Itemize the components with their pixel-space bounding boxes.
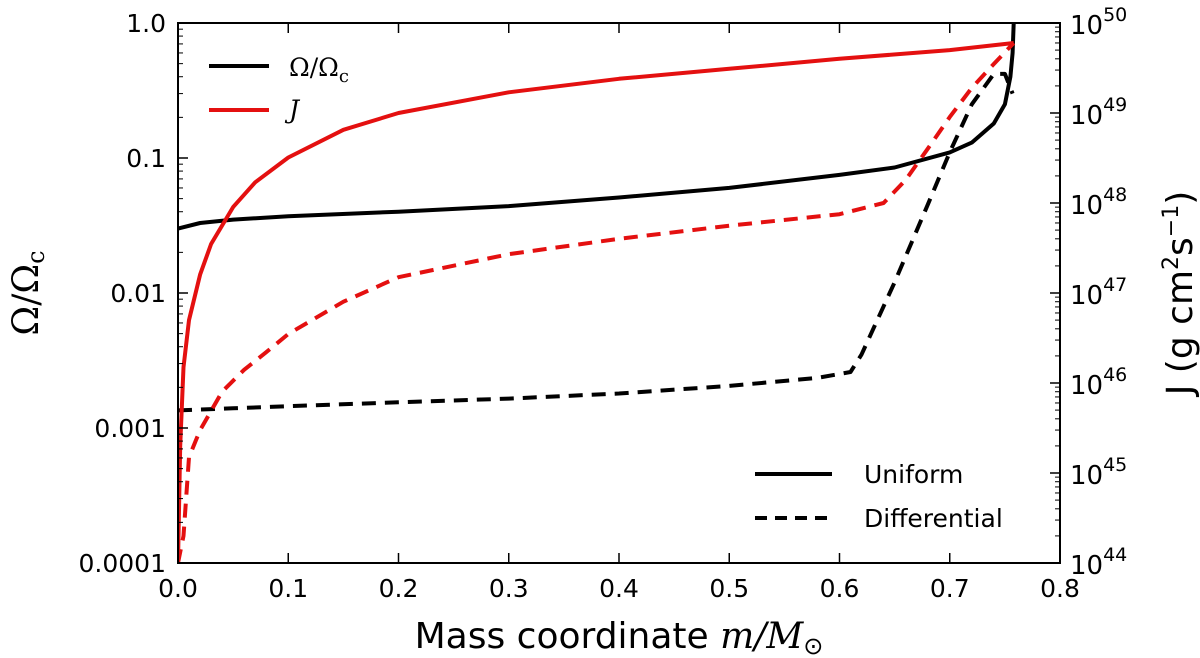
series-line-0	[178, 23, 1016, 231]
y-right-tick-label: 1047	[1070, 274, 1127, 311]
y-right-tick-label: 1049	[1070, 94, 1127, 131]
y-right-tick-label: 1044	[1070, 544, 1127, 581]
legend-differential-label: Differential	[864, 504, 1003, 533]
y-left-tick-label: 0.01	[110, 279, 166, 308]
x-tick-label: 0.1	[268, 574, 308, 603]
legend-bottom-right: Uniform Differential	[755, 460, 1003, 533]
y-left-tick-label: 0.1	[126, 144, 166, 173]
x-axis-label: Mass coordinate m/M⊙	[415, 616, 824, 658]
left-y-axis-label: Ω/Ωc	[6, 250, 50, 335]
right-y-axis-label: J (g cm2s−1)	[1159, 191, 1200, 398]
legend-uniform-label: Uniform	[864, 460, 963, 489]
x-tick-label: 0.4	[599, 574, 639, 603]
x-tick-label: 0.3	[489, 574, 529, 603]
x-tick-label: 0.6	[820, 574, 860, 603]
y-left-tick-label: 0.0001	[79, 549, 166, 578]
y-right-tick-label: 1048	[1070, 184, 1127, 221]
series-line-3	[178, 41, 1016, 563]
x-tick-label: 0.7	[930, 574, 970, 603]
series-layer	[178, 23, 1016, 563]
y-right-tick-label: 1045	[1070, 454, 1127, 491]
series-line-2	[178, 41, 1014, 563]
x-tick-label: 0.2	[379, 574, 419, 603]
y-right-tick-label: 1050	[1070, 4, 1127, 41]
legend-j-label: J	[284, 95, 301, 124]
x-tick-label: 0.8	[1040, 574, 1080, 603]
y-left-tick-label: 1.0	[126, 9, 166, 38]
x-tick-label: 0.0	[158, 574, 198, 603]
legend-omega-label: Ω/Ωc	[289, 53, 349, 87]
legend-top-left: Ω/Ωc J	[209, 53, 349, 124]
series-line-1	[178, 71, 1015, 413]
y-right-tick-label: 1046	[1070, 364, 1127, 401]
plot-background	[178, 23, 1060, 563]
tick-layer: 0.0 0.1 0.2 0.3 0.4 0.5 0.6 0.7 0.8 0.0001 0.001 0.…	[79, 4, 1128, 603]
y-left-tick-label: 0.001	[94, 414, 166, 443]
x-tick-label: 0.5	[709, 574, 749, 603]
